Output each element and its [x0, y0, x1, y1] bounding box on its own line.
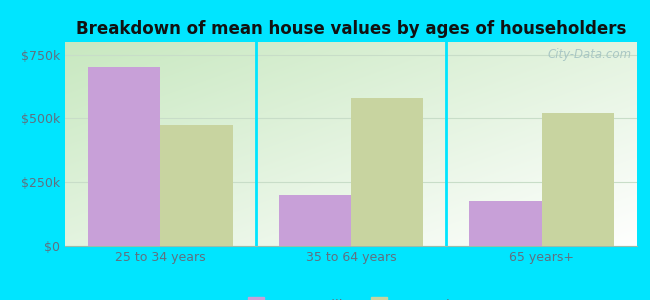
- Bar: [161, 125, 233, 246]
- Title: Breakdown of mean house values by ages of householders: Breakdown of mean house values by ages o…: [76, 20, 626, 38]
- Legend: Ransomville, New York: Ransomville, New York: [248, 298, 454, 300]
- Bar: [88, 68, 161, 246]
- Text: City-Data.com: City-Data.com: [547, 48, 631, 61]
- Bar: [541, 113, 614, 246]
- Bar: [351, 98, 423, 246]
- Bar: [279, 195, 351, 246]
- Bar: [469, 201, 541, 246]
